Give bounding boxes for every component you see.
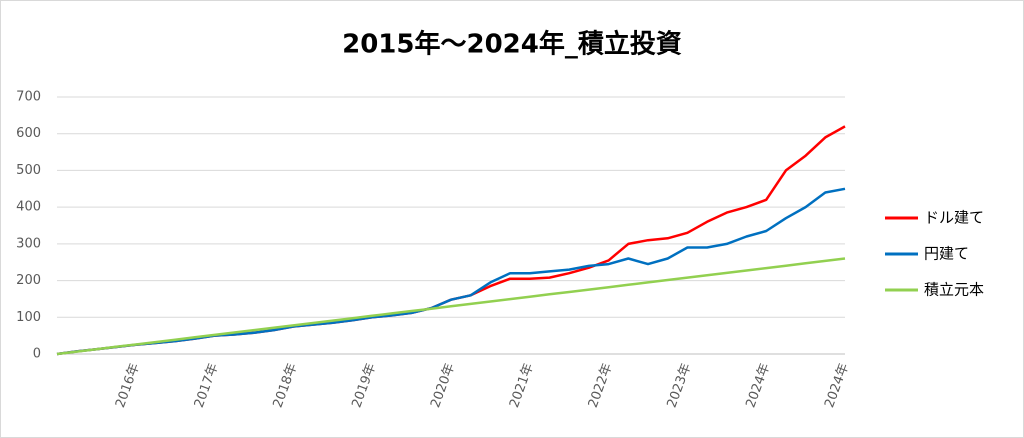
y-tick-label: 600 bbox=[16, 126, 41, 141]
chart-title: 2015年～2024年_積立投資 bbox=[342, 29, 682, 60]
legend-label: ドル建て bbox=[924, 209, 984, 227]
y-tick-label: 700 bbox=[16, 90, 41, 105]
legend-label: 円建て bbox=[924, 245, 969, 263]
y-tick-label: 300 bbox=[16, 236, 41, 251]
y-tick-label: 0 bbox=[33, 347, 41, 362]
y-tick-label: 400 bbox=[16, 200, 41, 215]
y-tick-label: 500 bbox=[16, 163, 41, 178]
y-tick-label: 200 bbox=[16, 273, 41, 288]
series-line bbox=[56, 257, 846, 356]
legend-label: 積立元本 bbox=[924, 281, 984, 299]
series-line bbox=[56, 187, 846, 356]
y-tick-label: 100 bbox=[16, 310, 41, 325]
